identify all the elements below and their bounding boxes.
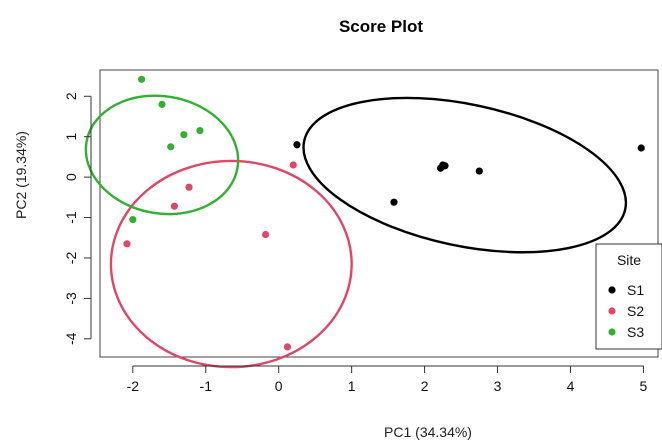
x-tick-label: -2	[127, 378, 140, 394]
y-tick-label: -4	[63, 332, 79, 345]
point-s2	[185, 183, 193, 191]
data-points	[123, 75, 645, 351]
legend-marker-s3	[608, 328, 616, 336]
x-tick-label: 5	[640, 378, 648, 394]
point-s3	[129, 215, 137, 224]
x-tick-label: 3	[494, 378, 502, 394]
x-tick-label: 0	[275, 378, 283, 394]
ellipse-s2	[109, 159, 353, 369]
legend-marker-s1	[608, 286, 616, 294]
point-s2	[283, 343, 292, 351]
x-tick-label: 4	[567, 378, 575, 394]
point-s2	[123, 240, 131, 248]
point-s1	[293, 141, 301, 149]
x-tick-label: 2	[421, 378, 429, 394]
y-tick-label: -1	[63, 211, 79, 224]
y-tick-label: 0	[63, 173, 79, 181]
point-s2	[261, 230, 270, 239]
point-s1	[441, 162, 449, 170]
y-axis: 2 1 0 -1 -2 -3 -4	[63, 92, 92, 345]
point-s3	[167, 143, 175, 151]
point-s3	[158, 100, 166, 108]
legend-label-s2: S2	[627, 303, 644, 319]
x-tick-label: 1	[348, 378, 356, 394]
legend: Site S1 S2 S3	[595, 243, 662, 350]
plot-frame	[99, 69, 659, 358]
ellipse-s3	[84, 94, 240, 216]
legend-box	[595, 243, 662, 350]
legend-label-s1: S1	[627, 282, 644, 298]
point-s3	[196, 127, 204, 135]
y-tick-label: 1	[63, 133, 79, 141]
x-axis-label: PC1 (34.34%)	[384, 424, 472, 440]
confidence-ellipses	[84, 94, 628, 369]
chart-title: Score Plot	[339, 17, 423, 36]
point-s1	[390, 198, 398, 206]
legend-label-s3: S3	[627, 324, 644, 340]
legend-marker-s2	[608, 307, 616, 315]
y-tick-label: -3	[63, 292, 79, 305]
y-tick-label: 2	[63, 92, 79, 100]
point-s2	[289, 161, 297, 169]
point-s3	[137, 75, 146, 83]
x-axis: -2 -1 0 1 2 3 4 5	[127, 365, 648, 394]
x-tick-label: -1	[200, 378, 213, 394]
ellipse-s1	[302, 96, 628, 254]
point-s2	[170, 202, 178, 210]
y-tick-label: -2	[63, 252, 79, 265]
point-s3	[180, 131, 188, 139]
point-s1	[637, 144, 645, 152]
legend-title: Site	[617, 252, 641, 268]
y-axis-label: PC2 (19.34%)	[13, 131, 29, 219]
point-s1	[475, 167, 483, 175]
